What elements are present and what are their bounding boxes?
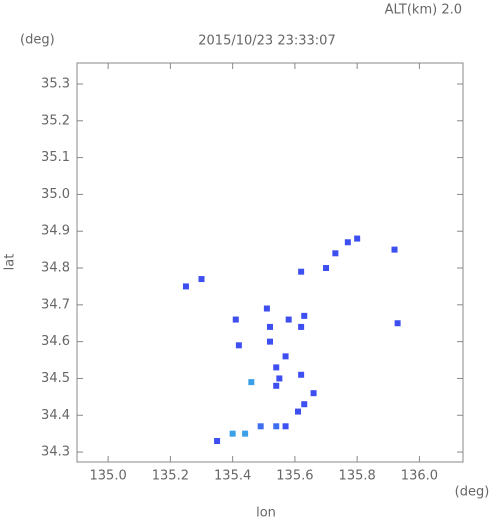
chart-title: 2015/10/23 23:33:07 (198, 34, 335, 49)
echo-point (298, 371, 305, 378)
y-tick-label: 35.1 (41, 150, 70, 165)
y-tick-label: 34.8 (41, 261, 70, 276)
echo-point (273, 364, 280, 371)
echo-point (242, 430, 249, 437)
x-tick-label: 135.8 (339, 469, 376, 484)
echo-point (267, 323, 273, 330)
echo-point (394, 320, 401, 327)
altitude: ALT(km) 2.0 (385, 3, 462, 18)
x-unit: (deg) (455, 485, 490, 500)
y-tick-label: 34.7 (41, 297, 70, 312)
x-axis-label: lon (256, 506, 276, 521)
plot-frame (76, 62, 464, 463)
y-unit: (deg) (20, 33, 55, 48)
echo-point (214, 438, 221, 445)
x-tick-label: 136.0 (401, 469, 438, 484)
echo-point (285, 316, 292, 323)
echo-point (182, 283, 189, 290)
echo-point (263, 305, 270, 312)
y-tick-label: 34.9 (41, 224, 70, 239)
echo-point (391, 246, 398, 253)
y-tick-label: 34.4 (41, 408, 70, 423)
y-tick-label: 34.5 (41, 371, 70, 386)
echo-point (273, 423, 280, 430)
y-tick-label: 35.0 (41, 187, 70, 202)
echo-point (282, 353, 289, 360)
echo-point (323, 265, 330, 272)
echo-point (276, 375, 283, 382)
echo-point (301, 401, 308, 408)
x-tick-label: 135.6 (276, 469, 313, 484)
echo-point (273, 382, 280, 389)
echo-point (232, 316, 239, 323)
echo-point (344, 239, 351, 246)
y-tick-label: 34.3 (41, 445, 70, 460)
echo-point (298, 323, 305, 330)
x-tick-label: 135.4 (214, 469, 251, 484)
echo-point (332, 250, 339, 257)
echo-point (267, 338, 273, 345)
echo-point (198, 276, 205, 283)
x-tick-label: 135.0 (90, 469, 127, 484)
echo-point (295, 408, 302, 415)
y-axis-label: lat (3, 254, 18, 271)
x-tick-label: 135.2 (152, 469, 189, 484)
echo-point (301, 312, 308, 319)
echo-point (248, 379, 255, 386)
y-tick-label: 35.3 (41, 76, 70, 91)
echo-point (229, 430, 236, 437)
echo-point (354, 235, 361, 242)
y-tick-label: 34.6 (41, 334, 70, 349)
echo-point (235, 342, 242, 349)
echo-point (257, 423, 264, 430)
echo-point (298, 268, 305, 275)
echo-point (282, 423, 289, 430)
echo-point (310, 390, 317, 397)
y-tick-label: 35.2 (41, 113, 70, 128)
